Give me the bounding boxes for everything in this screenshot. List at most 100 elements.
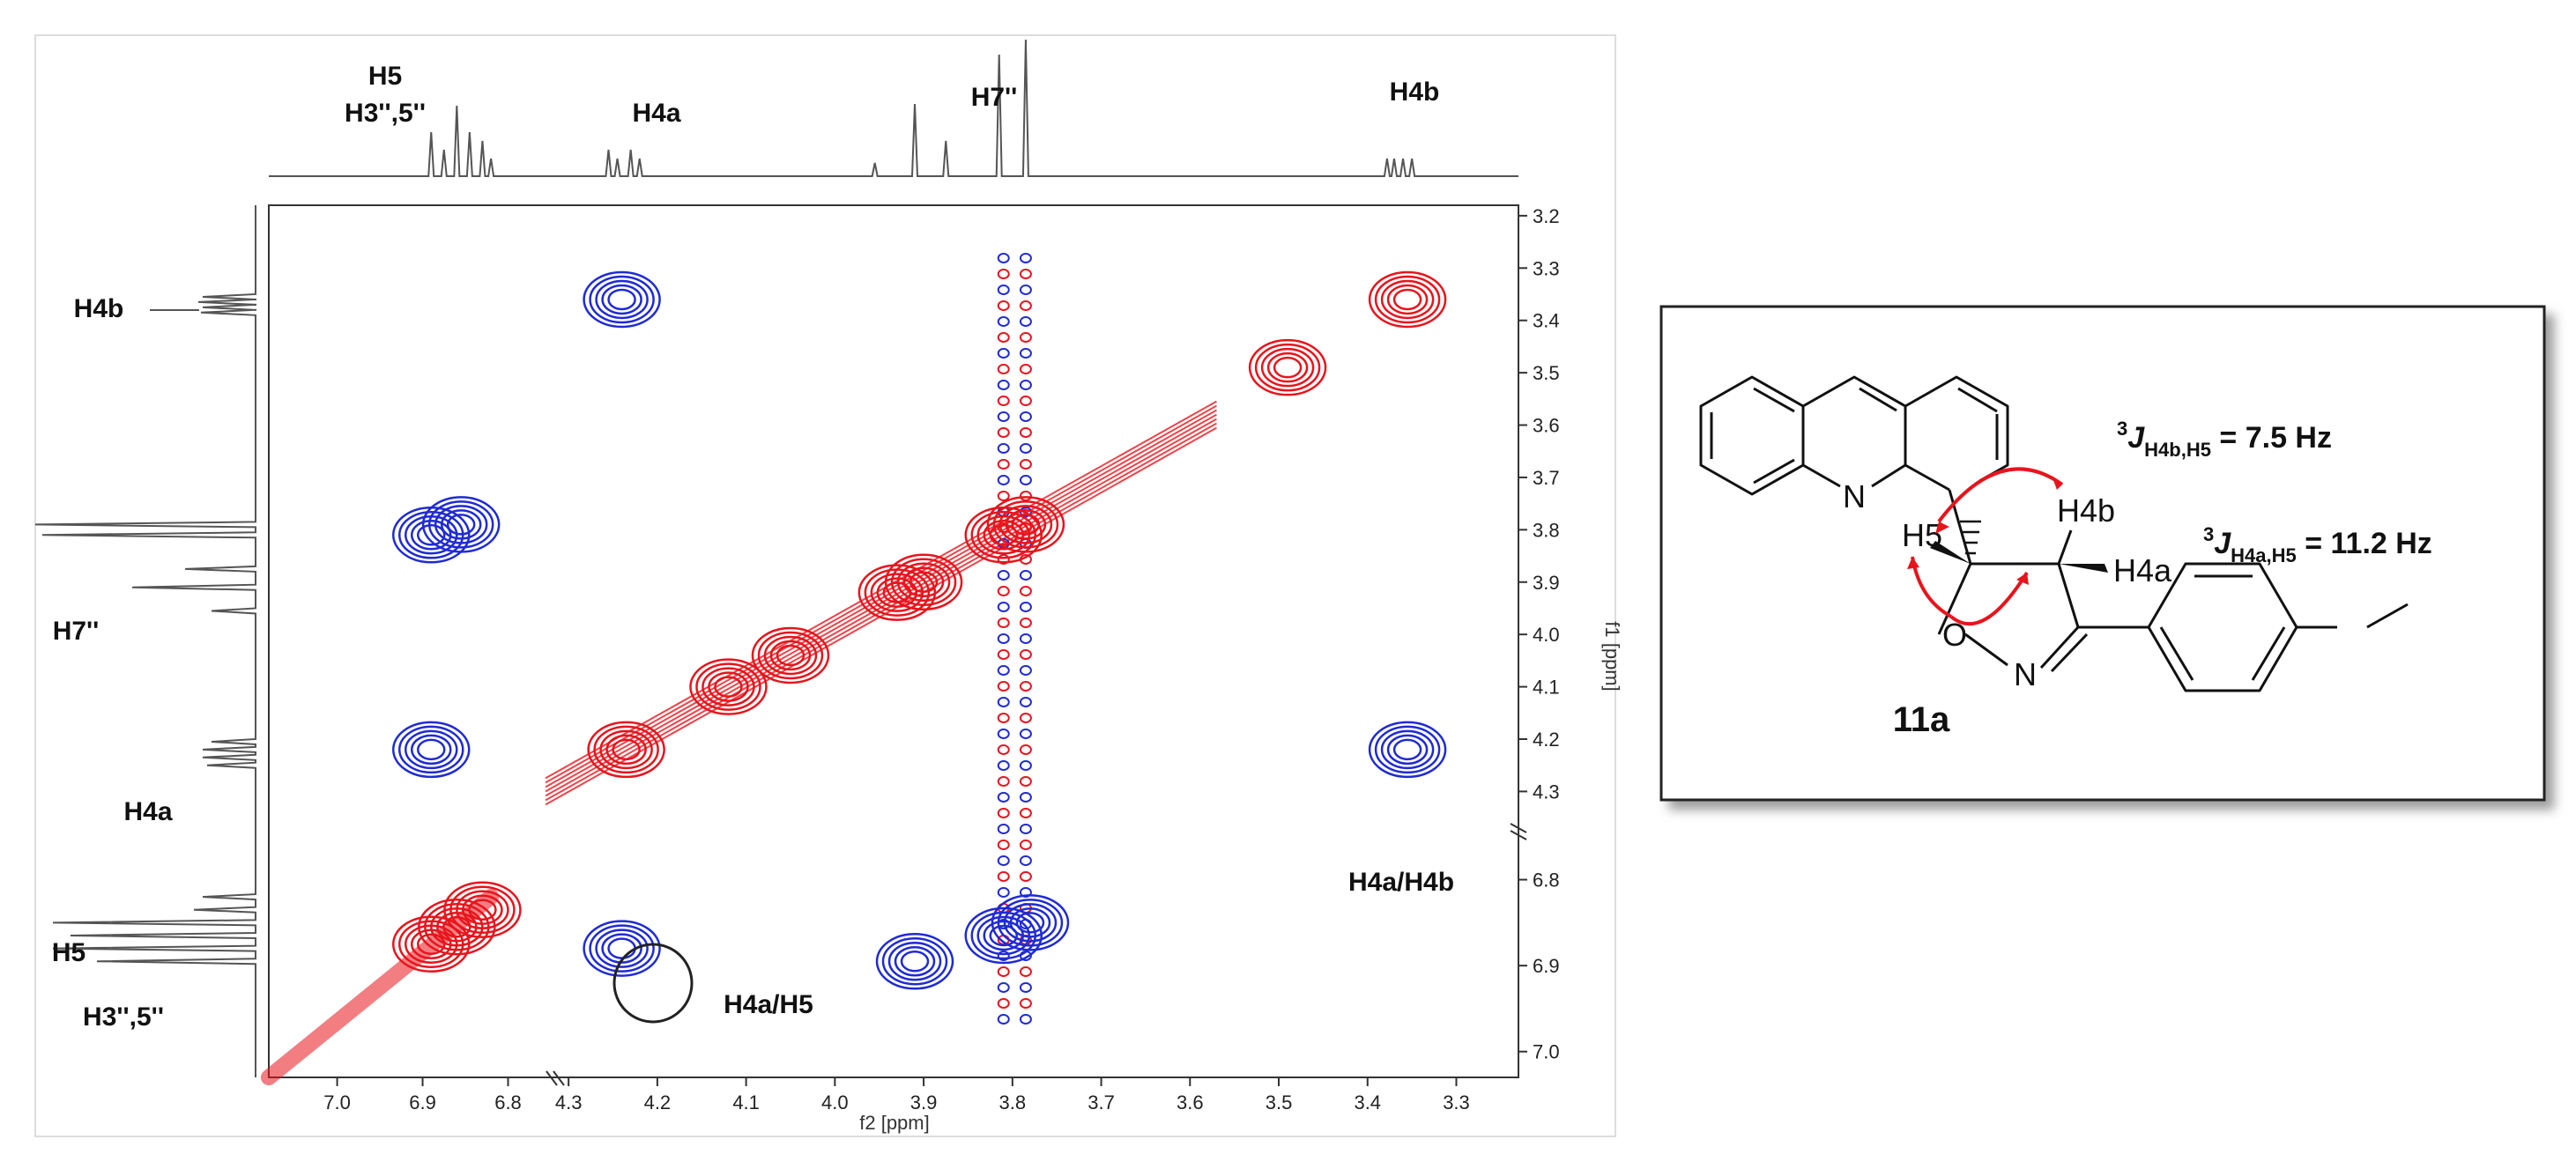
stripe-contour <box>1019 982 1032 993</box>
proton-h5: H5 <box>1902 517 1942 553</box>
y-tick-label: 3.5 <box>1533 362 1560 384</box>
atom-n-acridine: N <box>1843 478 1866 514</box>
y-axis-break <box>1510 823 1527 840</box>
stripe-contour <box>1019 285 1032 295</box>
x-tick-label: 4.0 <box>821 1091 849 1114</box>
stripe-contour <box>1019 396 1032 406</box>
top-label-h5: H5 <box>368 62 402 91</box>
stripe-contour <box>997 285 1010 295</box>
y-axis-ticks: 3.2 3.3 3.4 3.5 3.6 3.7 3.8 3.9 4.0 4.1 4.2 4.3 6.8 6… <box>1518 205 1560 1063</box>
stripe-contour <box>1019 253 1032 263</box>
wedge-h5 <box>1930 541 1971 564</box>
compound-label: 11a <box>1893 700 1950 739</box>
x-tick-label: 4.1 <box>732 1091 760 1114</box>
stripe-contour <box>997 982 1010 993</box>
x-tick-label: 3.4 <box>1354 1091 1381 1114</box>
j-coupling-h4a-h5: 3JH4a,H5 = 11.2 Hz <box>2203 523 2432 566</box>
crosspeak <box>443 881 522 938</box>
stripe-contour <box>1019 491 1032 501</box>
y-tick-label: 3.9 <box>1533 572 1560 594</box>
stripe-contour <box>997 364 1010 374</box>
y-tick-label: 6.9 <box>1533 955 1560 977</box>
proton-h5-text: H5 <box>1902 517 1942 553</box>
stripe-contour <box>997 776 1010 787</box>
stripe-contour <box>1019 840 1032 850</box>
side-label-h4b: H4b <box>74 294 124 323</box>
x-tick-label: 6.8 <box>494 1091 522 1114</box>
hash-bonds <box>1960 520 1981 555</box>
proton-h4a: H4a <box>2113 552 2172 588</box>
diagonal-contour <box>545 404 1217 784</box>
wedge-h4a <box>2059 564 2108 573</box>
stripe-contour <box>997 491 1010 501</box>
crosspeak <box>1368 721 1447 779</box>
stripe-contour <box>997 966 1010 977</box>
atom-n-isoxazoline: N <box>2014 656 2037 692</box>
stripe-contour <box>997 951 1010 961</box>
crosspeak <box>391 721 471 779</box>
stripe-contour <box>997 459 1010 470</box>
stripe-contour <box>1019 665 1032 676</box>
y-tick-label: 4.3 <box>1533 781 1560 803</box>
stripe-contour <box>1019 348 1032 359</box>
stripe-contour <box>1019 475 1032 485</box>
y-tick-label: 4.2 <box>1533 729 1560 751</box>
stripe-contour <box>997 443 1010 454</box>
stripe-contour <box>1019 1014 1032 1025</box>
stripe-contour <box>1019 824 1032 834</box>
arrow-heads <box>1907 476 2062 585</box>
y-tick-label: 3.4 <box>1533 310 1560 332</box>
stripe-contour <box>1019 744 1032 755</box>
stripe-contour <box>997 998 1010 1009</box>
stripe-contour <box>997 316 1010 327</box>
stripe-contour <box>1019 364 1032 374</box>
stripe-contour <box>1019 332 1032 343</box>
stripe-contour <box>1019 792 1032 803</box>
x-tick-label: 6.9 <box>409 1091 436 1114</box>
stripe-contour <box>997 253 1010 263</box>
diagonal-contour <box>545 409 1217 788</box>
stripe-contour <box>1019 570 1032 581</box>
stripe-contour <box>997 300 1010 311</box>
stripe-contour <box>997 633 1010 644</box>
x-axis-ticks: 7.0 6.9 6.8 4.3 4.2 4.1 4.0 3.9 3.8 3.7 3.6 3.5 3.4 3… <box>323 1077 1470 1114</box>
x-tick-label: 4.3 <box>555 1091 583 1114</box>
stripe-contour <box>1019 681 1032 692</box>
noesy-contours <box>261 253 1447 1085</box>
stripe-contour <box>1019 855 1032 866</box>
crosspeak <box>1368 270 1447 329</box>
stripe-contour <box>1019 459 1032 470</box>
side-label-h4a: H4a <box>123 797 172 826</box>
stripe-contour <box>997 618 1010 628</box>
crosspeak <box>421 496 501 553</box>
stripe-contour <box>997 269 1010 279</box>
top-trace-path <box>269 39 1518 177</box>
stripe-contour <box>997 808 1010 818</box>
side-label-h5: H5 <box>52 938 85 967</box>
stripe-contour <box>997 332 1010 343</box>
crosspeak <box>583 920 661 977</box>
stripe-contour <box>997 380 1010 390</box>
x-tick-label: 3.5 <box>1266 1091 1293 1114</box>
stripe-contour <box>1019 427 1032 438</box>
stripe-contour <box>997 871 1010 882</box>
x-tick-label: 3.6 <box>1177 1091 1204 1114</box>
crosspeak <box>1248 338 1327 396</box>
stripe-contour <box>997 1014 1010 1025</box>
stripe-contour <box>997 697 1010 707</box>
y-tick-label: 4.0 <box>1533 624 1560 646</box>
stripe-contour <box>1019 269 1032 279</box>
y-tick-label: 3.3 <box>1533 257 1560 279</box>
stripe-contour <box>997 427 1010 438</box>
top-label-h7: H7'' <box>971 83 1018 112</box>
stripe-contour <box>997 760 1010 771</box>
x-tick-label: 3.3 <box>1443 1091 1470 1114</box>
x-axis-title: f2 [ppm] <box>859 1112 929 1134</box>
y-axis-title: f1 [ppm] <box>1601 621 1623 691</box>
y-tick-label: 3.2 <box>1533 205 1560 227</box>
stripe-contour <box>997 649 1010 660</box>
crosspeak <box>751 626 830 684</box>
stripe-contour <box>997 475 1010 485</box>
stripe-contour <box>1019 586 1032 596</box>
stripe-contour <box>997 729 1010 739</box>
